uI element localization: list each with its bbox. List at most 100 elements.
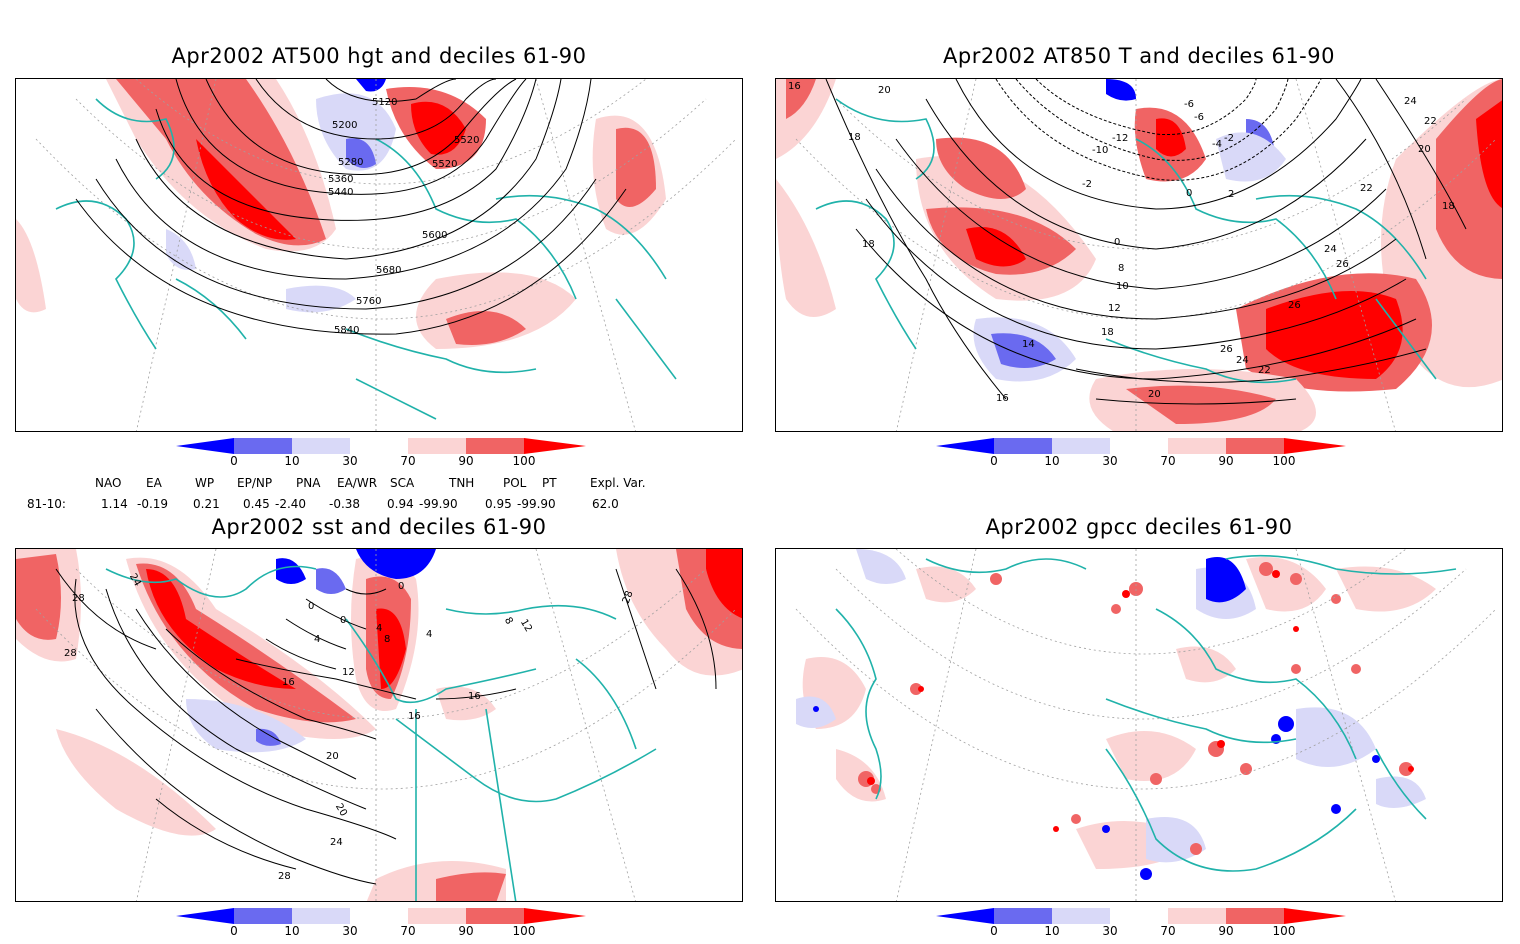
contour-label: 0	[308, 601, 314, 612]
contour-label: 26	[1336, 259, 1349, 270]
colorbar-tick: 30	[1102, 924, 1118, 938]
colorbar-tick: 100	[1272, 454, 1296, 468]
colorbar-tick: 100	[512, 454, 536, 468]
contour-label: 12	[518, 618, 534, 635]
decile-speckle-mid	[858, 562, 1413, 855]
decile-low-area	[1216, 132, 1286, 182]
contour-label: 4	[426, 629, 432, 640]
contour-label: 18	[1101, 327, 1114, 338]
contour-label: 20	[878, 85, 891, 96]
contour-label: 2	[1228, 189, 1234, 200]
decile-low-area	[316, 568, 346, 594]
colorbar-tick: 30	[342, 454, 358, 468]
index-value: 0.45	[243, 497, 270, 511]
index-header: NAO	[95, 476, 122, 490]
contour-label: 16	[468, 691, 481, 702]
decile-high-area	[1266, 291, 1403, 379]
decile-high-area	[436, 872, 506, 901]
contour-label: 0	[398, 581, 404, 592]
decile-low-area	[286, 285, 356, 313]
decile-high-area	[616, 127, 656, 207]
contour-label: 0	[340, 615, 346, 626]
contour-label: -6	[1194, 112, 1204, 123]
decile-low-area	[276, 558, 306, 584]
contour-label: 8	[384, 634, 390, 645]
decile-high-area	[936, 137, 1026, 199]
contour-label: 14	[1022, 339, 1035, 350]
map-panel-t850: 16 20 18 18 -6 -6 -2 -4 -12 -10 -2 0 2 2…	[775, 78, 1503, 432]
contour-label: -2	[1224, 133, 1234, 144]
decile-high-area	[376, 608, 406, 689]
colorbar-tick: 90	[1218, 454, 1234, 468]
colorbar-tick: 70	[1160, 924, 1176, 938]
colorbar-tick: 100	[1272, 924, 1296, 938]
colorbar-tick: 90	[458, 454, 474, 468]
colorbar-2: 0 10 30 70 90 100	[936, 438, 1346, 474]
index-value: -0.19	[137, 497, 169, 511]
contour-label: -4	[1212, 139, 1222, 150]
contour-label: 20	[1148, 389, 1161, 400]
colorbar-tick: 10	[284, 924, 300, 938]
contour-label: 5200	[332, 120, 357, 131]
contour-label: 24	[1404, 96, 1417, 107]
contour-label: 12	[1108, 303, 1121, 314]
decile-high-area	[16, 219, 46, 313]
decile-high-area	[116, 79, 326, 246]
decile-high-area	[446, 311, 526, 345]
contour-label: 5840	[334, 325, 359, 336]
contour-label: 5440	[328, 187, 353, 198]
decile-high-area	[776, 179, 836, 317]
contour-label: 5120	[372, 97, 397, 108]
contour-label: 20	[333, 802, 349, 819]
index-header: POL	[503, 476, 527, 490]
index-header: Expl. Var.	[590, 476, 646, 490]
index-header: TNH	[449, 476, 475, 490]
contour-label: 18	[862, 239, 875, 250]
contour-label: 16	[408, 711, 421, 722]
contour-label: 18	[1442, 201, 1455, 212]
contour-label: 5280	[338, 157, 363, 168]
decile-low-area	[356, 549, 436, 579]
decile-speckle-low	[796, 549, 1426, 863]
index-header: SCA	[390, 476, 415, 490]
contour-label: 12	[342, 667, 355, 678]
contour-label: -6	[1184, 99, 1194, 110]
index-header: EA	[146, 476, 162, 490]
index-value: 1.14	[101, 497, 128, 511]
contour-label: 16	[788, 81, 801, 92]
contour-label: -10	[1092, 145, 1108, 156]
colorbar-tick: 10	[1044, 924, 1060, 938]
contour-label: -2	[1082, 179, 1092, 190]
contour-label: 5760	[356, 296, 381, 307]
contour-label: 4	[376, 623, 382, 634]
contour-label: 20	[326, 751, 339, 762]
index-header: WP	[195, 476, 215, 490]
contour-label: 0	[1114, 237, 1120, 248]
colorbar-tick: 100	[512, 924, 536, 938]
colorbar-tick: 70	[1160, 454, 1176, 468]
colorbar-tick: 90	[458, 924, 474, 938]
contour-label: 22	[1360, 183, 1373, 194]
decile-high-area	[146, 569, 296, 689]
colorbar-tick: 70	[400, 454, 416, 468]
colorbar-tick: 90	[1218, 924, 1234, 938]
colorbar-3: 0 10 30 70 90 100	[176, 908, 586, 944]
colorbar-tick: 0	[990, 924, 998, 938]
decile-low-area	[316, 93, 396, 171]
contour-label: 5520	[432, 159, 457, 170]
panel-title-gpcc: Apr2002 gpcc deciles 61-90	[985, 515, 1293, 539]
contour-label: 5520	[454, 135, 479, 146]
contour-label: 18	[848, 132, 861, 143]
contour-label: 4	[314, 634, 320, 645]
index-value: -99.90	[419, 497, 458, 511]
contour-label: 10	[1116, 281, 1129, 292]
panel-title-t850: Apr2002 AT850 T and deciles 61-90	[943, 44, 1335, 68]
contour-label: 26	[1220, 344, 1233, 355]
contour-label: 22	[1424, 116, 1437, 127]
contour-label: 16	[282, 677, 295, 688]
contour-labels: 5120 5200 5280 5360 5440 5520 5520 5600 …	[328, 97, 479, 336]
contour-label: 28	[64, 648, 77, 659]
decile-high-area	[136, 563, 356, 723]
decile-high-area	[411, 101, 466, 155]
map-panel-sst: 24 28 28 0 0 0 4 8 4 4 16 12 16 16 20 20…	[15, 548, 743, 902]
